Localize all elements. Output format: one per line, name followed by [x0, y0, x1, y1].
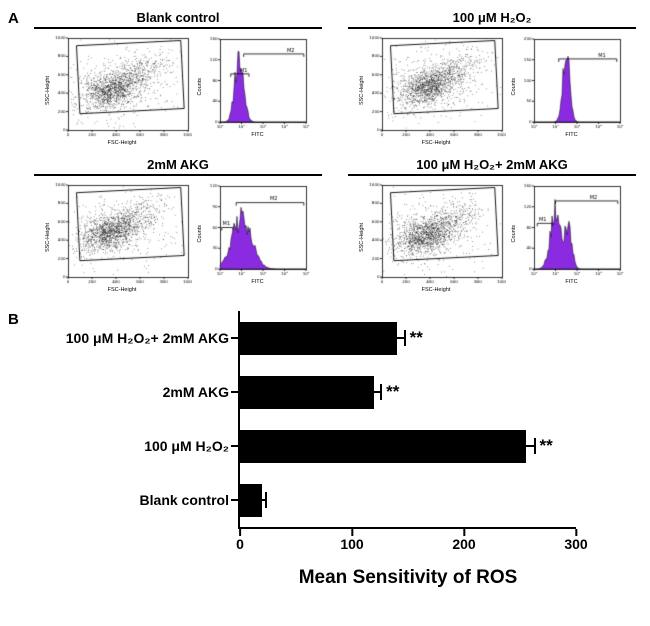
group-title: 100 μM H₂O₂+ 2mM AKG [348, 157, 636, 176]
bar-category-labels: 100 μM H₂O₂+ 2mM AKG 2mM AKG 100 μM H₂O₂ Bl… [0, 311, 238, 529]
flow-group-blank-control: Blank control SSC-Height FSC-Height Coun… [34, 10, 322, 147]
flow-plot-grid: Blank control SSC-Height FSC-Height Coun… [0, 8, 650, 293]
y-axis-tick [231, 337, 238, 339]
scatter-plot: SSC-Height FSC-Height [358, 35, 506, 147]
x-axis-tick-label: 100 [340, 536, 364, 552]
scatter-canvas [366, 35, 506, 141]
x-axis-tick-mark [350, 529, 353, 536]
histogram-canvas [204, 35, 311, 133]
x-axis-tick-label: 0 [236, 536, 244, 552]
bar [240, 483, 263, 517]
scatter-y-axis-label: SSC-Height [358, 222, 365, 252]
scatter-plot: SSC-Height FSC-Height [44, 35, 192, 147]
error-bar [516, 445, 535, 447]
bar-plot-area: ** ** ** [231, 311, 576, 529]
histogram-x-axis-label: FITC [565, 278, 578, 285]
scatter-canvas [366, 181, 506, 288]
scatter-plot: SSC-Height FSC-Height [44, 181, 192, 294]
x-axis-tick-mark [462, 529, 465, 536]
histogram-x-axis-label: FITC [565, 132, 578, 138]
error-bar [388, 337, 405, 339]
histogram-x-axis-label: FITC [251, 132, 264, 138]
scatter-x-axis-label: FSC-Height [107, 140, 137, 146]
histogram-plot: Counts FITC [197, 181, 311, 286]
bar [240, 321, 397, 355]
panel-b: B 100 μM H₂O₂+ 2mM AKG 2mM AKG 100 μM H₂O₂… [0, 311, 650, 589]
scatter-y-axis-label: SSC-Height [44, 76, 51, 106]
x-axis-tick-mark [574, 529, 577, 536]
scatter-y-axis-label: SSC-Height [44, 222, 51, 252]
bar-category-label: 2mM AKG [162, 384, 229, 400]
group-title: Blank control [34, 10, 322, 29]
x-axis-tick: 100 [340, 529, 364, 552]
y-axis-tick [231, 391, 238, 393]
x-axis-tick: 200 [452, 529, 476, 552]
scatter-plot: SSC-Height FSC-Height [358, 181, 506, 294]
error-bar-cap [380, 384, 383, 400]
x-axis: 0 100 200 300 [236, 529, 588, 555]
scatter-x-axis-label: FSC-Height [421, 286, 451, 293]
error-bar-cap [403, 330, 406, 346]
panel-a: A Blank control SSC-Height FSC-Height Co… [0, 0, 650, 293]
scatter-y-axis-label: SSC-Height [358, 76, 365, 106]
histogram-canvas [204, 181, 311, 280]
error-bar-cap [533, 438, 536, 454]
histogram-plot: Counts FITC [511, 35, 625, 139]
bar [240, 429, 526, 463]
histogram-y-axis-label: Counts [511, 78, 517, 96]
bar-category-label: Blank control [139, 492, 229, 508]
scatter-canvas [52, 35, 192, 141]
y-axis-tick [231, 445, 238, 447]
scatter-canvas [52, 181, 192, 288]
group-title: 100 μM H₂O₂ [348, 10, 636, 29]
significance-marker: ** [539, 436, 553, 455]
bar-category-label: 100 μM H₂O₂+ 2mM AKG [65, 330, 229, 346]
scatter-x-axis-label: FSC-Height [107, 286, 137, 293]
flow-group-h2o2-akg: 100 μM H₂O₂+ 2mM AKG SSC-Height FSC-Heig… [348, 157, 636, 294]
panel-b-label: B [8, 311, 19, 328]
histogram-canvas [518, 35, 625, 133]
group-title: 2mM AKG [34, 157, 322, 176]
x-axis-tick: 0 [236, 529, 244, 552]
histogram-y-axis-label: Counts [197, 78, 203, 96]
bar [240, 375, 375, 409]
error-bar-cap [264, 492, 267, 508]
significance-marker: ** [386, 382, 400, 401]
x-axis-tick-mark [238, 529, 241, 536]
x-axis-tick-label: 300 [564, 536, 588, 552]
histogram-y-axis-label: Counts [197, 224, 203, 242]
histogram-plot: Counts FITC [197, 35, 311, 139]
histogram-y-axis-label: Counts [511, 224, 517, 242]
scatter-x-axis-label: FSC-Height [421, 140, 451, 146]
histogram-plot: Counts FITC [511, 181, 625, 286]
histogram-x-axis-label: FITC [251, 278, 264, 285]
y-axis-tick [231, 499, 238, 501]
histogram-canvas [518, 181, 625, 280]
x-axis-tick: 300 [564, 529, 588, 552]
error-bar [367, 391, 382, 393]
bar-chart: 100 μM H₂O₂+ 2mM AKG 2mM AKG 100 μM H₂O₂ Bl… [0, 311, 650, 529]
x-axis-title: Mean Sensitivity of ROS [298, 567, 518, 588]
flow-group-akg: 2mM AKG SSC-Height FSC-Height Counts [34, 157, 322, 294]
x-axis-tick-label: 200 [452, 536, 476, 552]
flow-group-h2o2: 100 μM H₂O₂ SSC-Height FSC-Height Counts [348, 10, 636, 147]
significance-marker: ** [409, 328, 423, 347]
error-bar [259, 499, 266, 501]
panel-a-label: A [8, 10, 19, 27]
bar-category-label: 100 μM H₂O₂ [144, 438, 229, 454]
